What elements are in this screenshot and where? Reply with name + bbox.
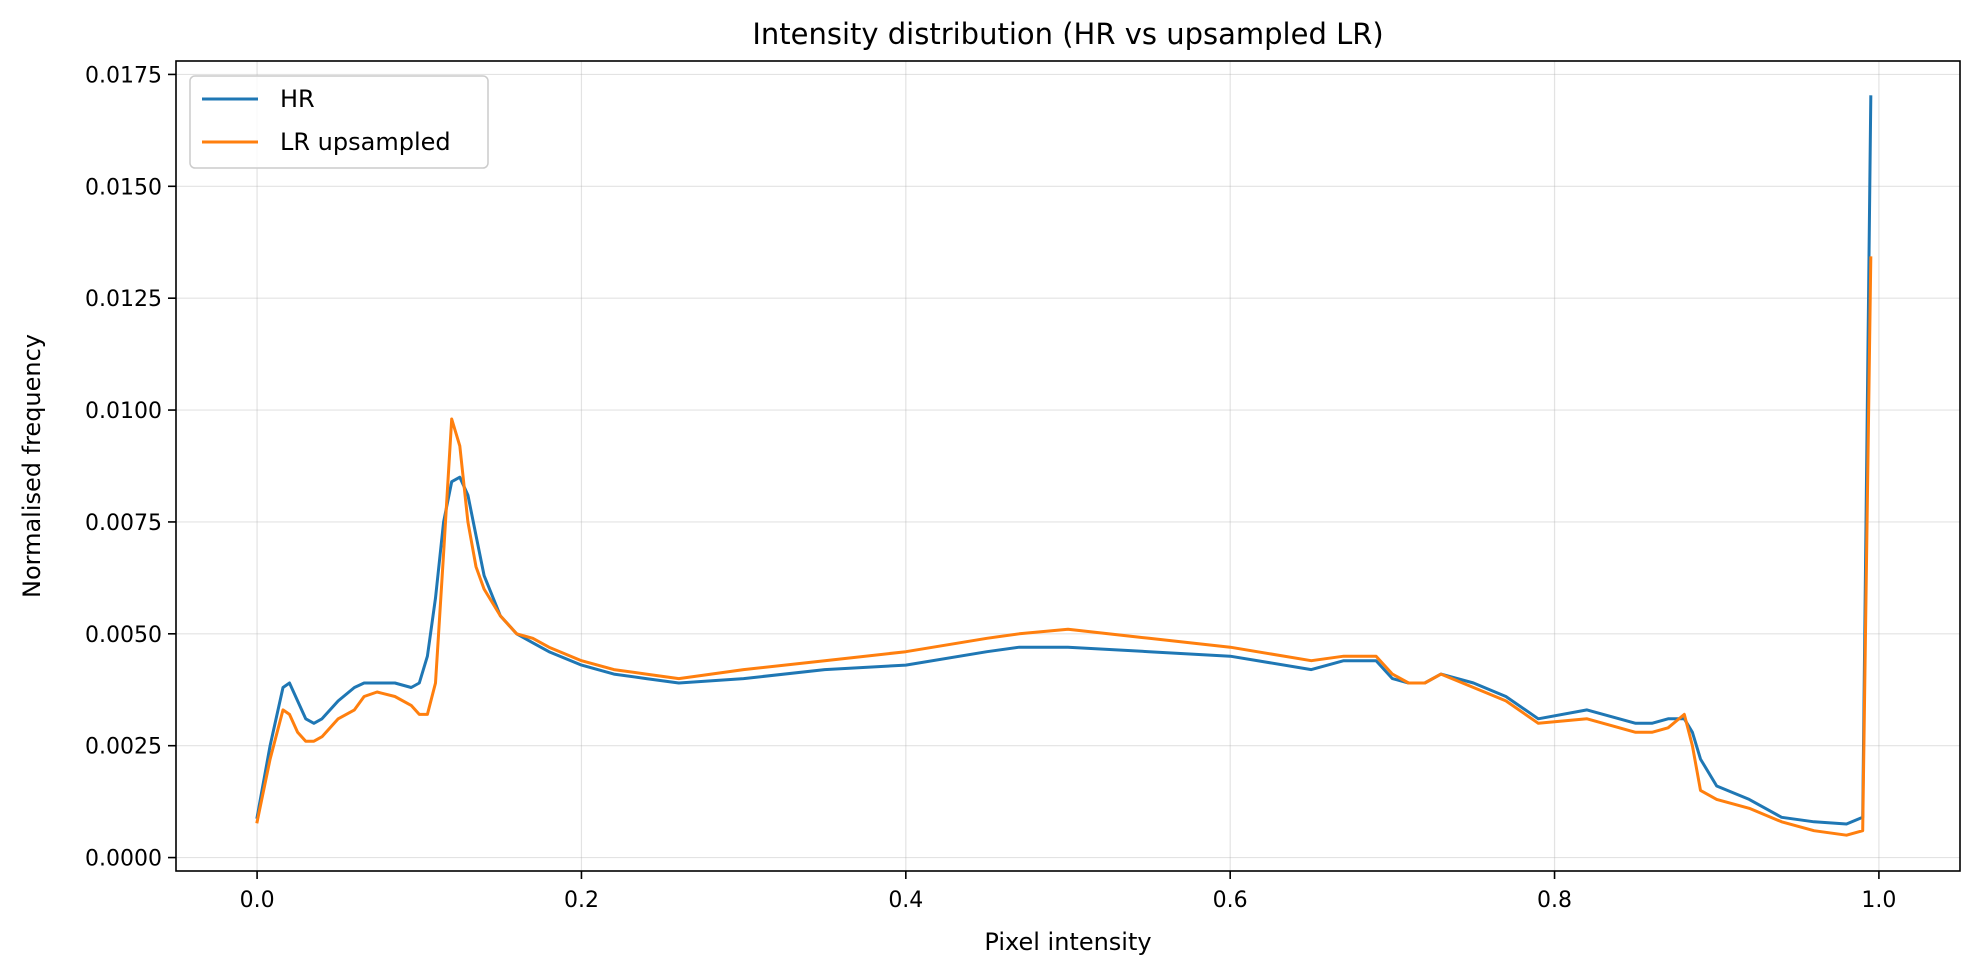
x-tick-label: 0.8: [1537, 888, 1572, 913]
grid: [176, 61, 1960, 871]
y-tick-label: 0.0000: [85, 847, 162, 872]
y-tick-label: 0.0175: [85, 63, 162, 88]
x-tick-label: 0.4: [888, 888, 923, 913]
series-group: [255, 95, 1873, 837]
y-tick-label: 0.0025: [85, 735, 162, 760]
x-tick-label: 0.2: [564, 888, 599, 913]
plot-frame: [175, 60, 1961, 872]
x-axis-ticks: 0.0 0.2 0.4 0.6 0.8 1.0: [240, 871, 1896, 913]
x-tick-label: 1.0: [1861, 888, 1896, 913]
y-tick-label: 0.0050: [85, 623, 162, 648]
legend: HR LR upsampled: [189, 75, 489, 169]
x-tick-label: 0.6: [1213, 888, 1248, 913]
x-tick-label: 0.0: [240, 888, 275, 913]
x-axis-label: Pixel intensity: [984, 928, 1151, 956]
y-axis-ticks: 0.0000 0.0025 0.0050 0.0075 0.0100 0.0125 0.01…: [85, 63, 176, 872]
legend-box: [189, 75, 489, 169]
y-tick-label: 0.0100: [85, 399, 162, 424]
legend-label-hr: HR: [280, 85, 315, 113]
y-tick-label: 0.0075: [85, 511, 162, 536]
series-line-hr: [255, 95, 1873, 826]
chart-title: Intensity distribution (HR vs upsampled …: [752, 17, 1383, 51]
y-tick-label: 0.0125: [85, 287, 162, 312]
y-tick-label: 0.0150: [85, 175, 162, 200]
y-axis-label: Normalised frequency: [18, 334, 46, 598]
legend-label-lr-upsampled: LR upsampled: [280, 128, 451, 156]
series-line-lr-upsampled: [255, 256, 1873, 837]
